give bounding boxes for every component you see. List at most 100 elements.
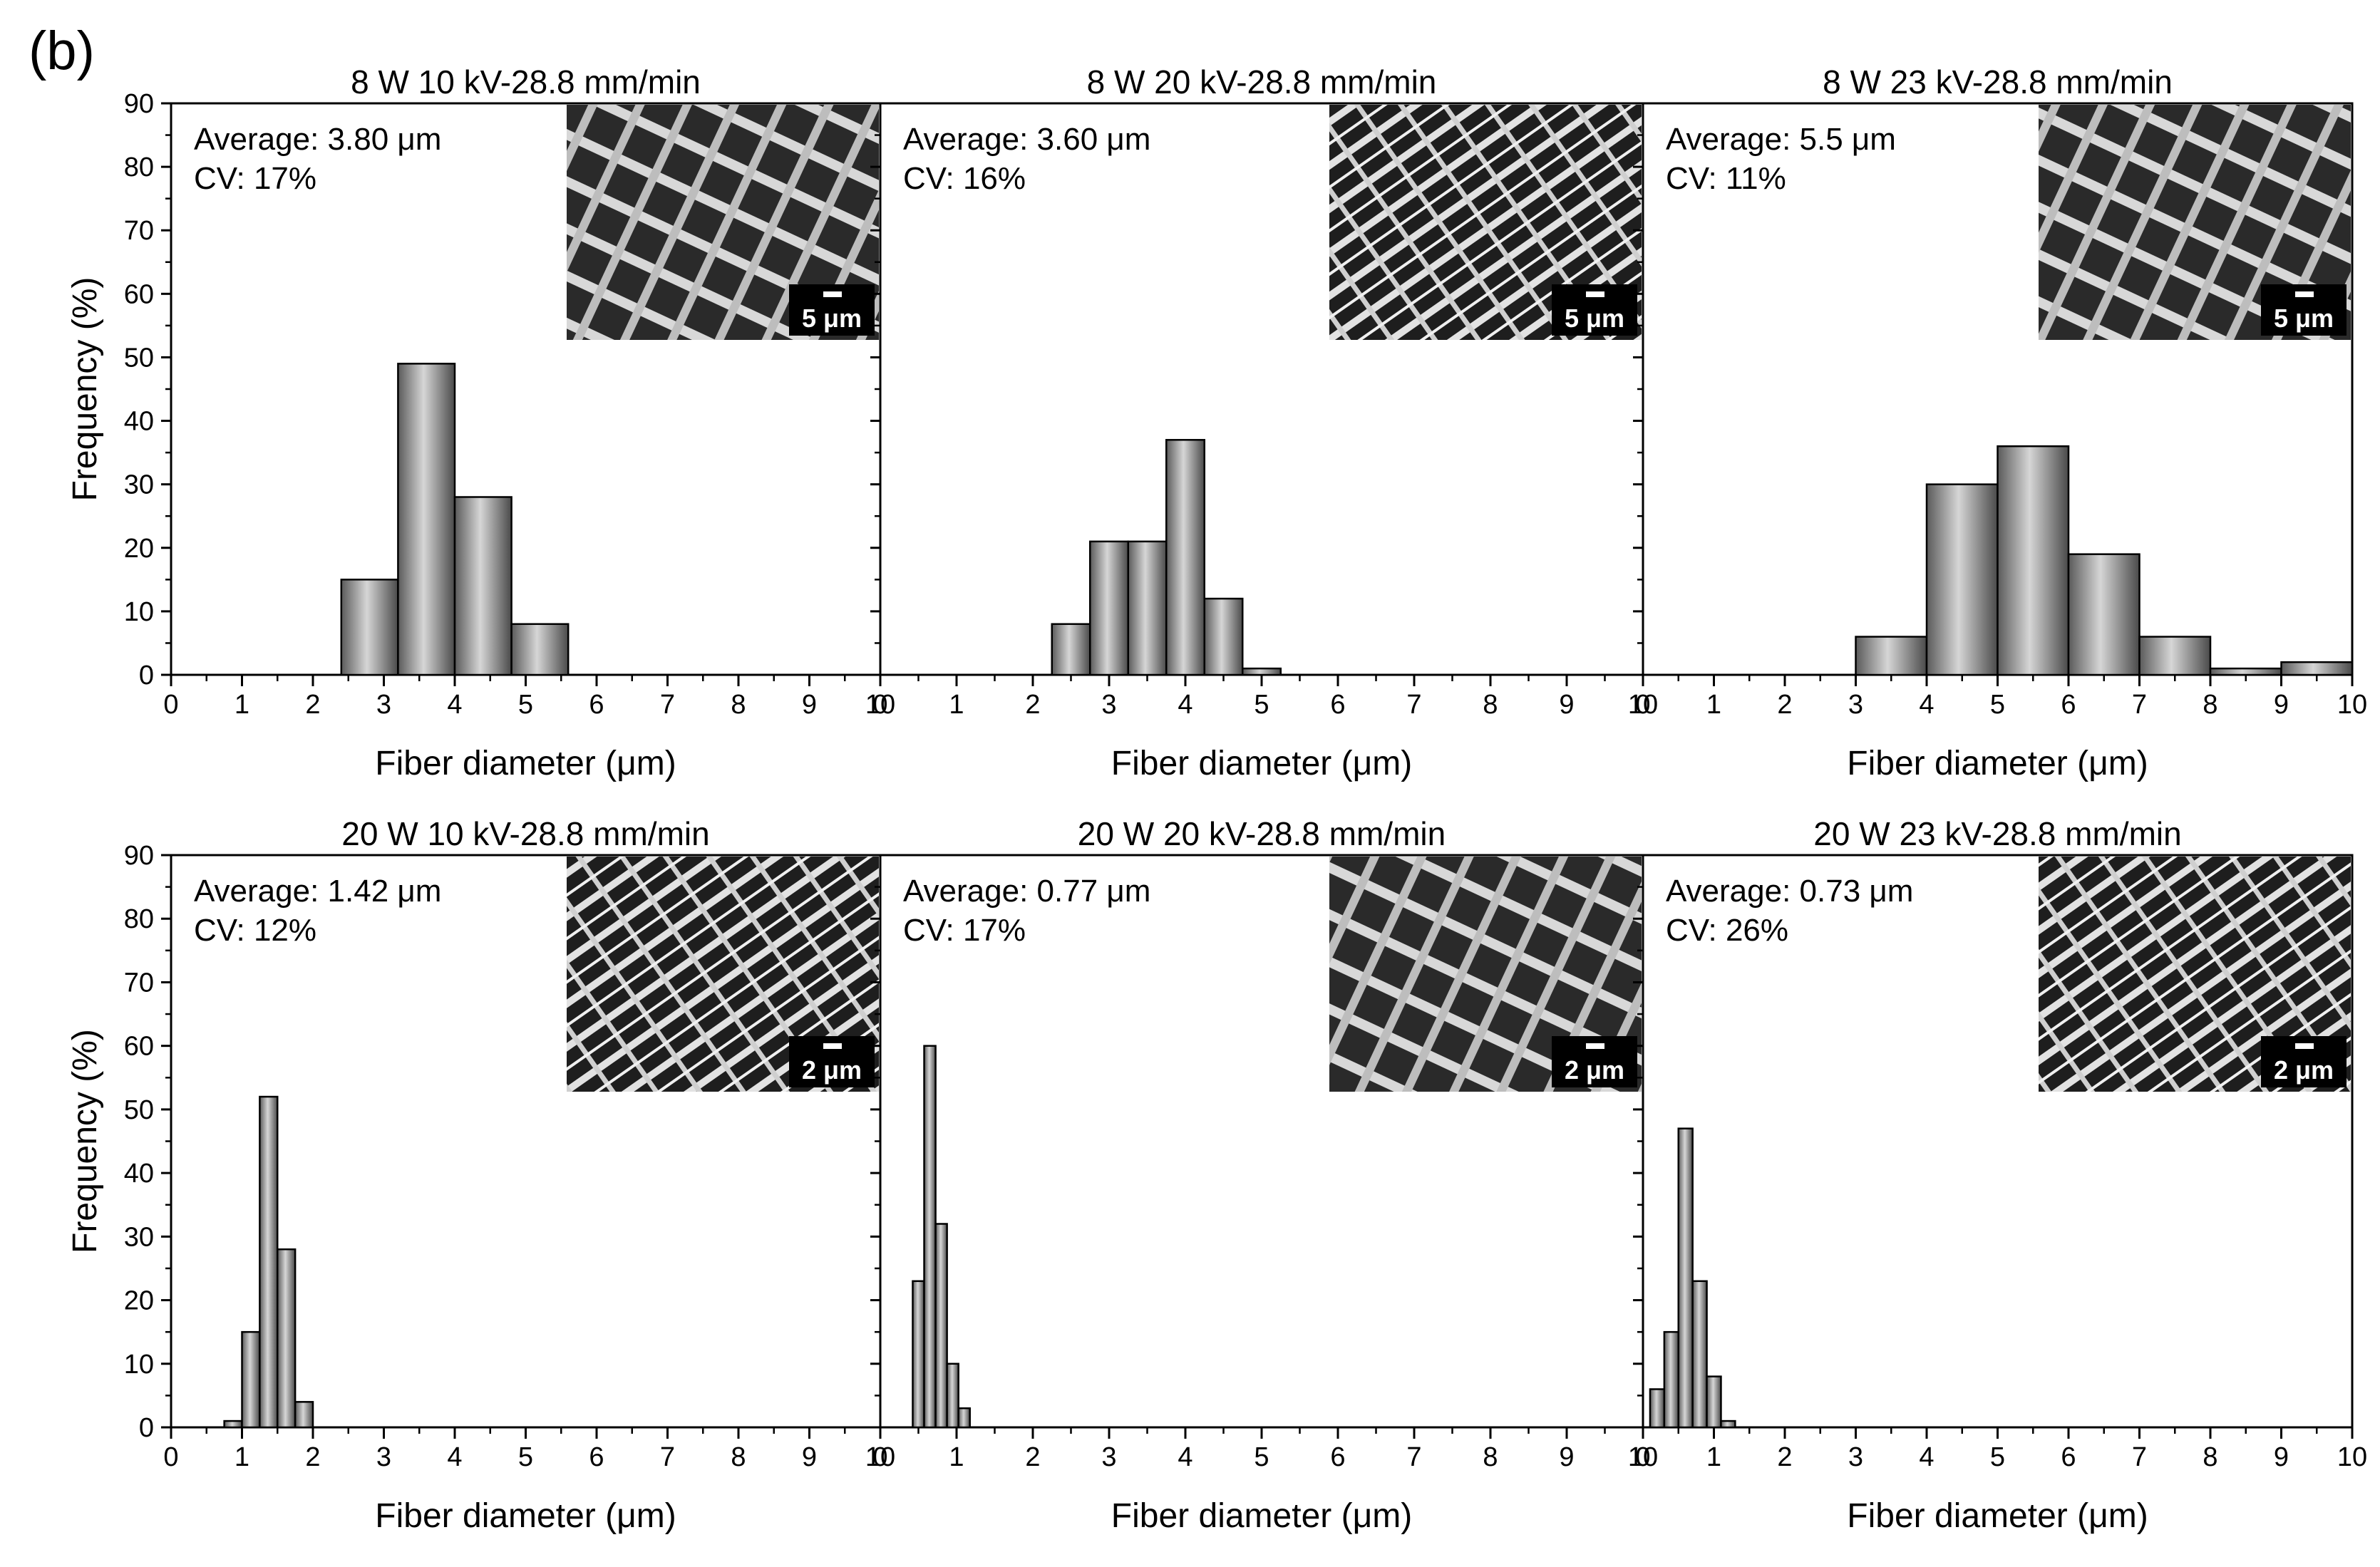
x-tick-label: 7 — [2132, 1442, 2147, 1472]
y-tick-label: 70 — [124, 968, 154, 998]
x-tick-label: 1 — [1706, 690, 1721, 720]
cv-label: CV: 16% — [903, 161, 1026, 196]
x-tick-label: 1 — [949, 690, 964, 720]
cv-label: CV: 17% — [903, 913, 1026, 948]
x-tick-label: 10 — [1628, 690, 1658, 720]
scale-bar-label: 5 μm — [1565, 304, 1624, 333]
x-tick-label: 8 — [731, 1442, 746, 1472]
x-tick-label: 2 — [305, 1442, 320, 1472]
histogram-bar — [397, 363, 456, 676]
y-axis-label: Frequency (%) — [66, 1029, 104, 1253]
histogram-bar — [277, 1248, 297, 1429]
x-tick-label: 2 — [1025, 690, 1040, 720]
x-tick-label: 5 — [518, 1442, 533, 1472]
x-tick-label: 2 — [1777, 690, 1792, 720]
x-tick-label: 5 — [518, 690, 533, 720]
histogram-bar — [294, 1401, 314, 1429]
x-tick-label: 9 — [2274, 690, 2289, 720]
histogram-panel: 20 W 23 kV-28.8 mm/min 0 1 2 3 4 5 6 7 8 9 10 Fiber … — [1633, 815, 2367, 1535]
histogram-bar — [223, 1419, 243, 1429]
y-tick-label: 0 — [139, 661, 154, 691]
scale-bar — [2295, 291, 2314, 297]
histogram-bar — [1691, 1280, 1708, 1429]
x-tick-label: 1 — [235, 1442, 249, 1472]
x-tick-label: 7 — [1406, 1442, 1421, 1472]
x-tick-label: 4 — [1919, 1442, 1934, 1472]
y-tick-label: 70 — [124, 216, 154, 246]
chart-title: 20 W 10 kV-28.8 mm/min — [341, 815, 709, 852]
y-tick-label: 60 — [124, 1032, 154, 1062]
y-tick-label: 10 — [124, 597, 154, 627]
x-tick-label: 9 — [2274, 1442, 2289, 1472]
histogram-bar — [259, 1095, 279, 1429]
x-tick-label: 1 — [235, 690, 249, 720]
x-tick-label: 7 — [1406, 690, 1421, 720]
y-tick-label: 20 — [124, 1286, 154, 1316]
x-tick-label: 2 — [1777, 1442, 1792, 1472]
x-tick-label: 8 — [2203, 1442, 2217, 1472]
x-tick-label: 4 — [447, 690, 462, 720]
x-axis-label: Fiber diameter (μm) — [1847, 1497, 2148, 1535]
histogram-bar — [1649, 1388, 1666, 1429]
x-tick-label: 8 — [2203, 690, 2217, 720]
x-tick-label: 7 — [660, 690, 675, 720]
y-tick-label: 60 — [124, 279, 154, 309]
x-tick-label: 9 — [802, 690, 817, 720]
x-tick-label: 0 — [872, 1442, 887, 1472]
y-tick-label: 80 — [124, 152, 154, 182]
cv-label: CV: 17% — [194, 161, 316, 196]
x-tick-label: 2 — [305, 690, 320, 720]
scale-bar-label: 5 μm — [802, 304, 862, 333]
y-tick-label: 90 — [124, 841, 154, 871]
y-tick-label: 0 — [139, 1413, 154, 1443]
x-tick-label: 0 — [163, 1442, 178, 1472]
scale-bar-label: 2 μm — [2274, 1055, 2334, 1085]
average-label: Average: 3.80 μm — [194, 122, 441, 157]
histogram-bar — [2138, 636, 2212, 676]
histogram-bar — [1706, 1375, 1722, 1429]
x-tick-label: 5 — [1990, 690, 2005, 720]
cv-label: CV: 12% — [194, 913, 316, 948]
histogram-bar — [957, 1407, 971, 1429]
x-tick-label: 3 — [1848, 690, 1863, 720]
x-axis-label: Fiber diameter (μm) — [1111, 1497, 1412, 1535]
scale-bar-label: 2 μm — [1565, 1055, 1624, 1085]
x-axis-label: Fiber diameter (μm) — [375, 745, 676, 782]
x-tick-label: 4 — [1178, 1442, 1192, 1472]
x-tick-label: 0 — [1635, 690, 1650, 720]
chart-title: 20 W 23 kV-28.8 mm/min — [1813, 815, 2181, 852]
x-tick-label: 8 — [1483, 690, 1498, 720]
histogram-bar — [1925, 483, 1999, 676]
x-tick-label: 6 — [1330, 690, 1345, 720]
histogram-panel: 8 W 23 kV-28.8 mm/min 0 1 2 3 4 5 6 7 8 9 10 Fiber d… — [1633, 63, 2367, 782]
x-axis-label: Fiber diameter (μm) — [1111, 745, 1412, 782]
x-tick-label: 6 — [1330, 1442, 1345, 1472]
y-tick-label: 40 — [124, 1159, 154, 1189]
x-tick-label: 5 — [1990, 1442, 2005, 1472]
x-tick-label: 6 — [589, 690, 604, 720]
scale-bar — [1586, 1043, 1604, 1049]
chart-title: 8 W 20 kV-28.8 mm/min — [1087, 63, 1437, 100]
chart-title: 20 W 20 kV-28.8 mm/min — [1078, 815, 1446, 852]
histogram-bar — [1089, 540, 1129, 676]
histogram-bar — [923, 1045, 937, 1429]
x-tick-label: 9 — [1559, 1442, 1574, 1472]
average-label: Average: 0.73 μm — [1666, 874, 1913, 909]
chart-title: 8 W 23 kV-28.8 mm/min — [1823, 63, 2173, 100]
histogram-bar — [2280, 661, 2354, 676]
y-axis-label: Frequency (%) — [66, 277, 104, 502]
x-tick-label: 8 — [1483, 1442, 1498, 1472]
y-tick-label: 40 — [124, 407, 154, 437]
panel-label: (b) — [29, 21, 95, 81]
histogram-panel: 20 W 20 kV-28.8 mm/min 0 1 2 3 4 5 6 7 8 9 10 Fiber … — [870, 815, 1658, 1535]
y-tick-label: 30 — [124, 1222, 154, 1252]
histogram-panel: 8 W 20 kV-28.8 mm/min 0 1 2 3 4 5 6 7 8 9 10 Fiber d… — [870, 63, 1658, 782]
histogram-bar — [946, 1362, 959, 1429]
x-tick-label: 3 — [1101, 1442, 1116, 1472]
scale-bar — [1586, 291, 1604, 297]
histogram-bar — [1203, 597, 1244, 676]
x-tick-label: 0 — [872, 690, 887, 720]
x-tick-label: 6 — [2061, 690, 2076, 720]
